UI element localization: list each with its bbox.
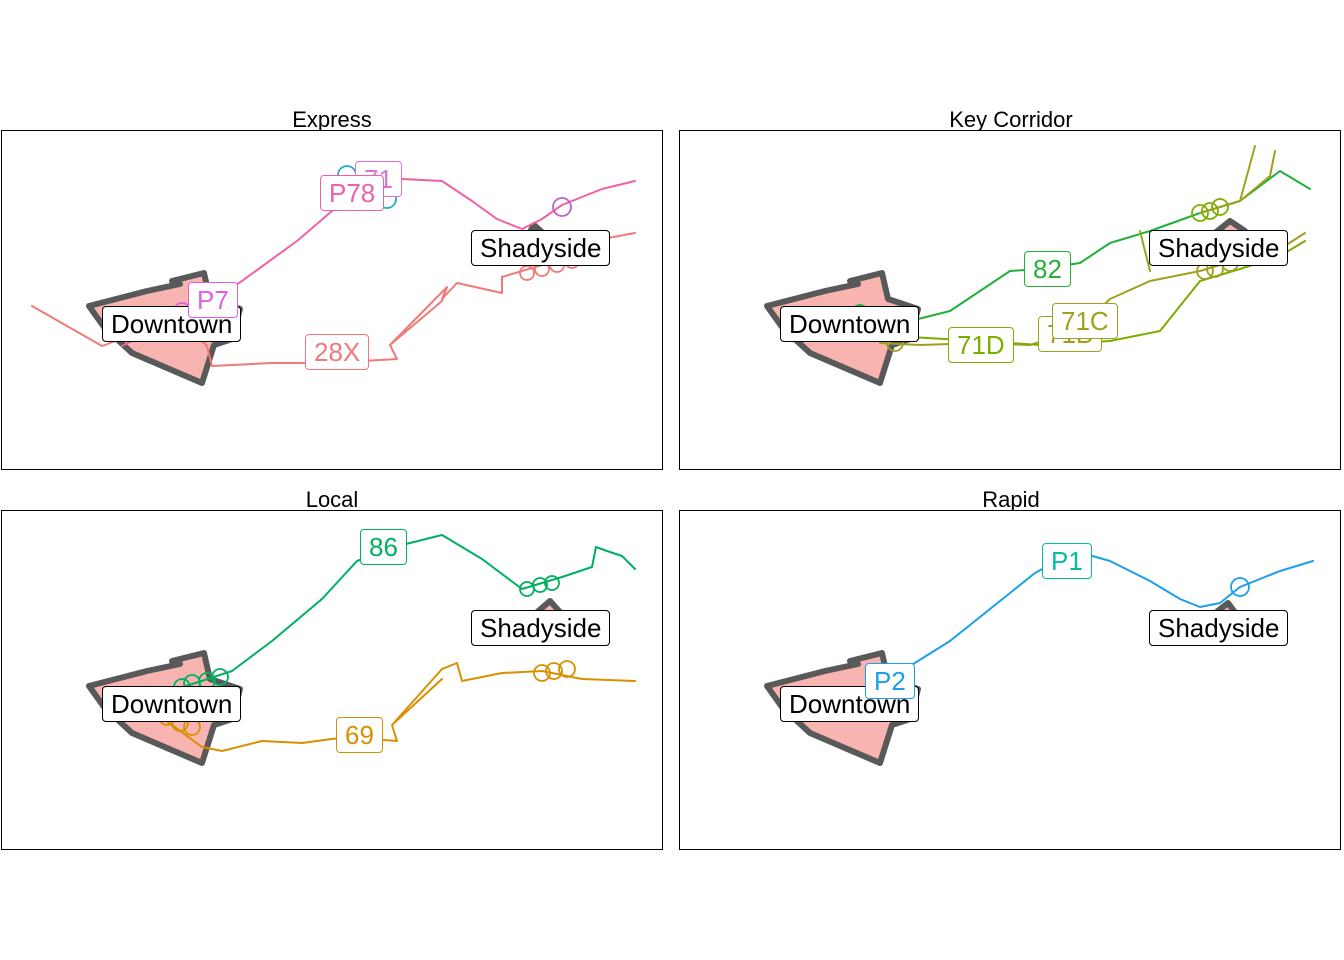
route-label-82: 82 (1024, 251, 1071, 287)
route-label-86: 86 (360, 529, 407, 565)
map-canvas-rapid (764, 550, 1314, 766)
route-label-28x: 28X (305, 334, 370, 370)
route-label-p7: P7 (188, 282, 238, 318)
route-p78-line (121, 178, 636, 347)
route-p1-line (864, 550, 1314, 702)
route-86-line (176, 534, 636, 690)
route-label-p1: P1 (1042, 543, 1092, 579)
panel-title-rapid: Rapid (982, 487, 1040, 512)
map-panel-key-corridor: Downtown Shadyside 82 71B 71C 71D (679, 130, 1341, 470)
panel-title-key-corridor: Key Corridor (949, 107, 1073, 132)
place-label-shadyside: Shadyside (1149, 230, 1289, 266)
route-label-71c: 71C (1052, 303, 1118, 339)
route-69-line (151, 662, 636, 752)
map-panel-local: Downtown Shadyside 86 69 (1, 510, 663, 850)
map-canvas-key-corridor (764, 145, 1311, 386)
route-label-69: 69 (336, 717, 383, 753)
place-label-shadyside: Shadyside (1149, 610, 1289, 646)
panel-title-local: Local (305, 487, 359, 512)
place-label-downtown: Downtown (780, 306, 920, 342)
place-label-shadyside: Shadyside (471, 230, 611, 266)
map-canvas-local (86, 534, 636, 766)
map-panel-express: Downtown Shadyside 71 P78 P7 28X (1, 130, 663, 470)
map-panel-rapid: Downtown Shadyside P1 P2 (679, 510, 1341, 850)
route-71c-line (879, 145, 1306, 346)
route-label-71d: 71D (948, 327, 1014, 363)
route-label-p78: P78 (320, 175, 385, 211)
place-label-shadyside: Shadyside (471, 610, 611, 646)
panel-title-express: Express (292, 107, 372, 132)
route-label-p2: P2 (865, 663, 915, 699)
place-label-downtown: Downtown (102, 686, 242, 722)
